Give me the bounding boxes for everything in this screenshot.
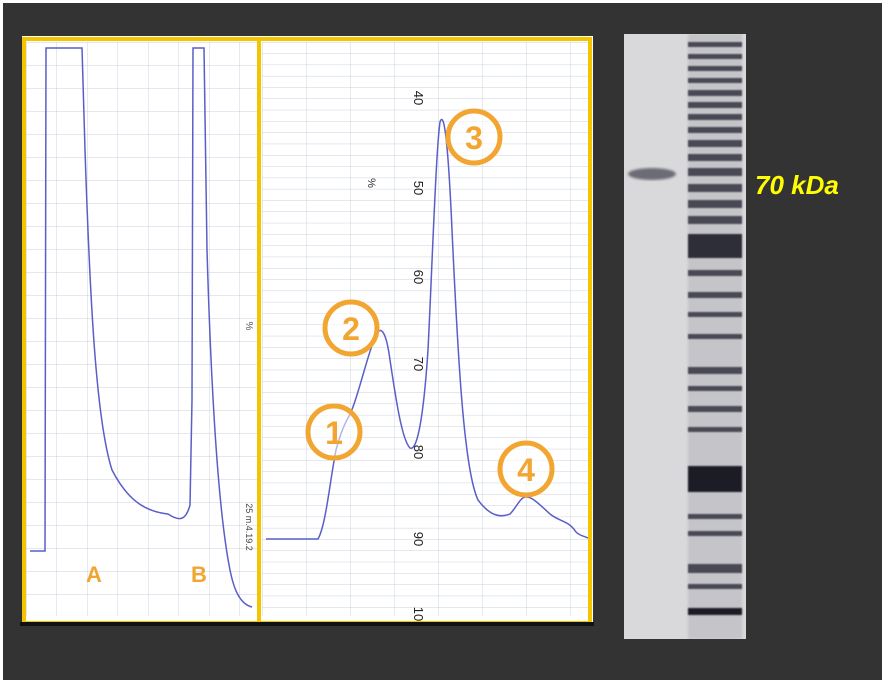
recorder-grid-left xyxy=(26,42,258,616)
sample-band xyxy=(628,168,676,180)
peak-number-4: 4 xyxy=(517,452,535,488)
peak-number-1: 1 xyxy=(325,415,343,451)
section-label-a: A xyxy=(86,562,102,587)
scale-label-90: 90 xyxy=(411,532,426,546)
section-label-b: B xyxy=(191,562,207,587)
scale-label-80: 80 xyxy=(411,445,426,459)
peak-number-3: 3 xyxy=(465,120,483,156)
scale-label-50: 50 xyxy=(411,181,426,195)
gel-lanes xyxy=(628,34,742,639)
peak-number-2: 2 xyxy=(342,311,360,347)
recorder-text: 25 m.4.19.2 xyxy=(244,503,254,551)
scale-label-60: 60 xyxy=(411,270,426,284)
scale-label-100: 10 xyxy=(411,607,426,621)
peak-marker-1: 1 xyxy=(305,403,363,461)
peak-marker-2: 2 xyxy=(322,299,380,357)
recorder-grid-right xyxy=(262,42,588,616)
percent-mark-right: % xyxy=(365,178,377,188)
sds-page-gel xyxy=(624,34,746,639)
peak-marker-3: 3 xyxy=(445,108,503,166)
percent-mark-left: % xyxy=(243,322,254,331)
ladder-bands xyxy=(688,42,742,615)
scale-label-40: 40 xyxy=(411,91,426,105)
scale-label-70: 70 xyxy=(411,357,426,371)
marker-size-label: 70 kDa xyxy=(755,170,839,200)
peak-marker-4: 4 xyxy=(497,440,555,498)
chromatogram-trace-left xyxy=(30,47,253,608)
